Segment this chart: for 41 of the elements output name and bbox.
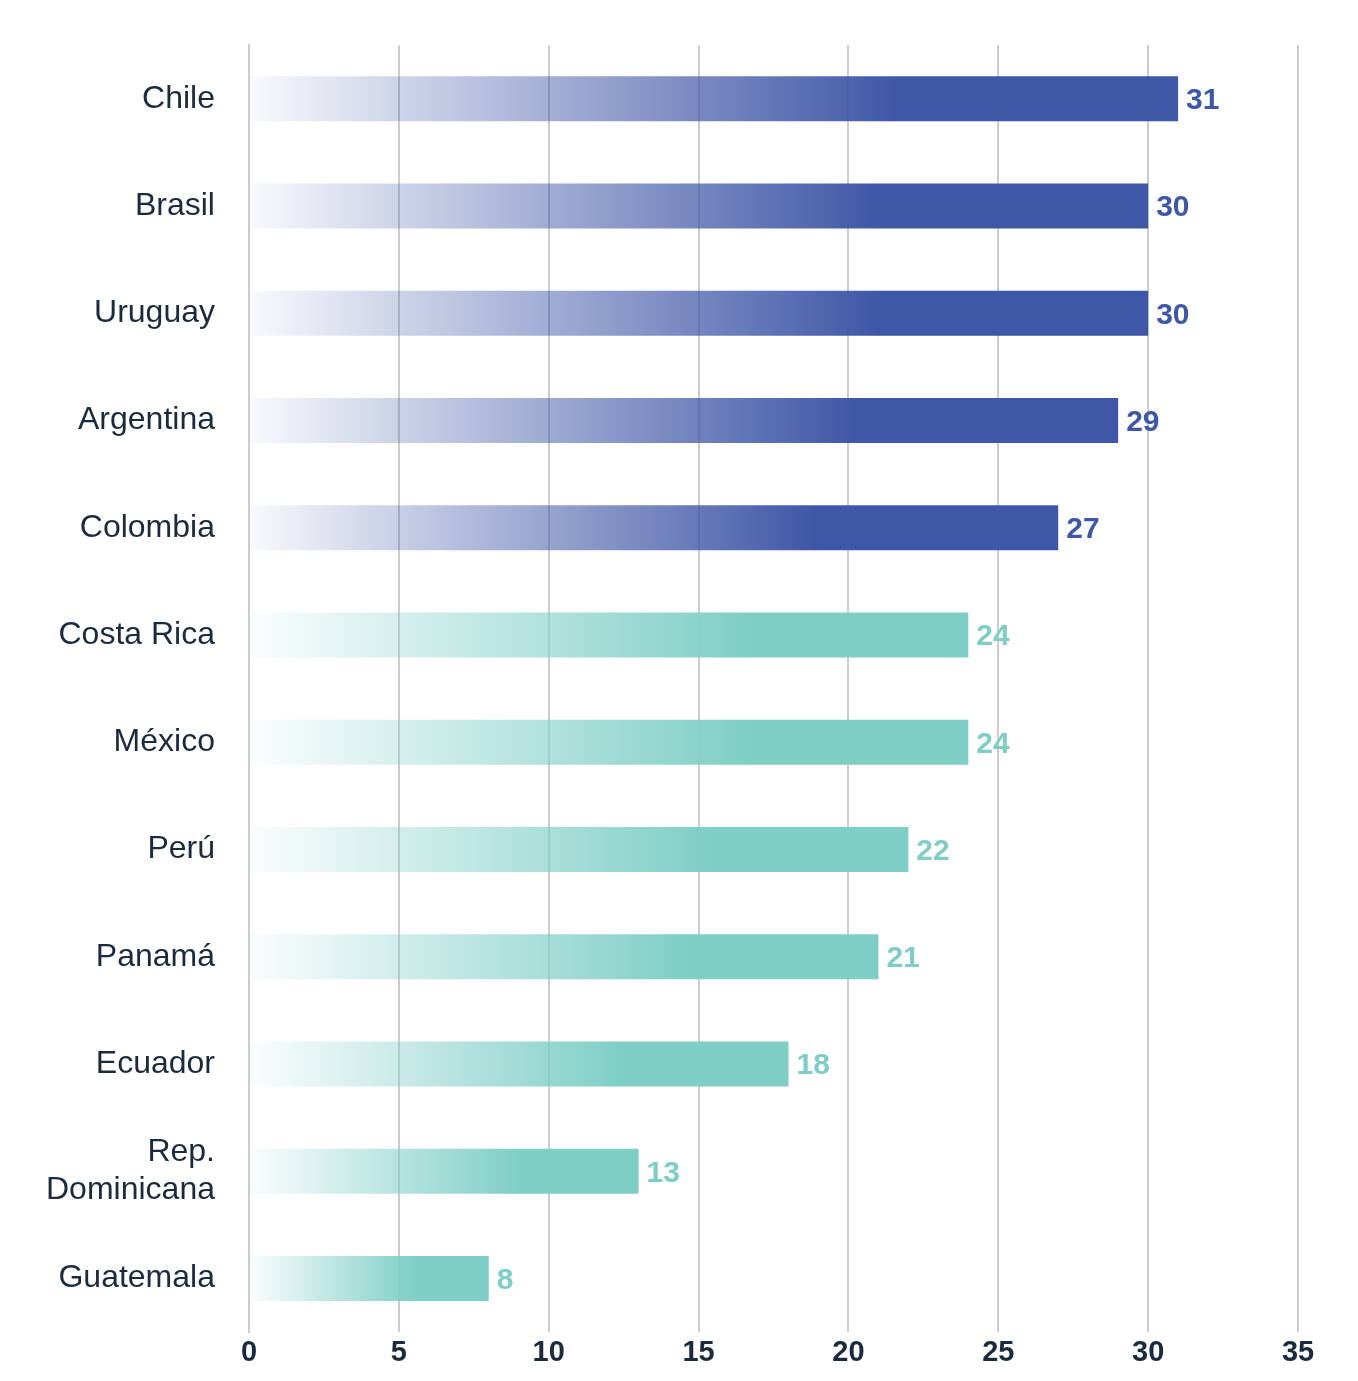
y-tick-label: Panamá [95, 936, 216, 973]
data-label: 8 [496, 1261, 514, 1295]
data-label: 27 [1066, 511, 1100, 545]
y-tick-label: Ecuador [95, 1043, 216, 1080]
y-tick-label: Guatemala [58, 1258, 216, 1295]
y-tick-label: Rep. Dominicana [46, 1131, 216, 1207]
x-tick-label: 5 [390, 1334, 407, 1367]
data-label: 30 [1156, 296, 1190, 330]
bar [249, 183, 1149, 229]
y-tick-label: Chile [142, 78, 215, 115]
y-tick-label: Costa Rica [58, 614, 216, 651]
data-label: 13 [646, 1154, 680, 1188]
y-tick-label: Argentina [77, 400, 216, 437]
data-label: 24 [976, 725, 1010, 759]
x-tick-label: 10 [532, 1334, 565, 1367]
data-label: 31 [1186, 82, 1220, 116]
x-tick-label: 30 [1132, 1334, 1165, 1367]
bar [249, 76, 1179, 122]
bar [249, 398, 1119, 444]
bar [249, 1041, 789, 1087]
bar [249, 1256, 489, 1302]
data-label: 29 [1126, 403, 1160, 437]
bar [249, 934, 879, 980]
x-tick-label: 35 [1281, 1334, 1315, 1367]
data-label: 22 [916, 832, 950, 866]
bar [249, 290, 1149, 336]
x-tick-label: 15 [682, 1334, 715, 1367]
y-tick-label: Uruguay [94, 293, 215, 330]
y-tick-label: Colombia [79, 507, 216, 544]
y-tick-label: México [113, 722, 215, 759]
data-label: 21 [886, 940, 920, 974]
x-tick-label: 25 [982, 1334, 1015, 1367]
bar [249, 505, 1059, 551]
x-tick-label: 20 [832, 1334, 865, 1367]
data-label: 30 [1156, 189, 1190, 223]
x-tick-label: 0 [240, 1334, 258, 1367]
bar [249, 1148, 639, 1194]
y-tick-label: Brasil [134, 185, 215, 222]
data-label: 18 [796, 1047, 830, 1081]
y-tick-label: Perú [147, 829, 215, 866]
data-label: 24 [976, 618, 1010, 652]
